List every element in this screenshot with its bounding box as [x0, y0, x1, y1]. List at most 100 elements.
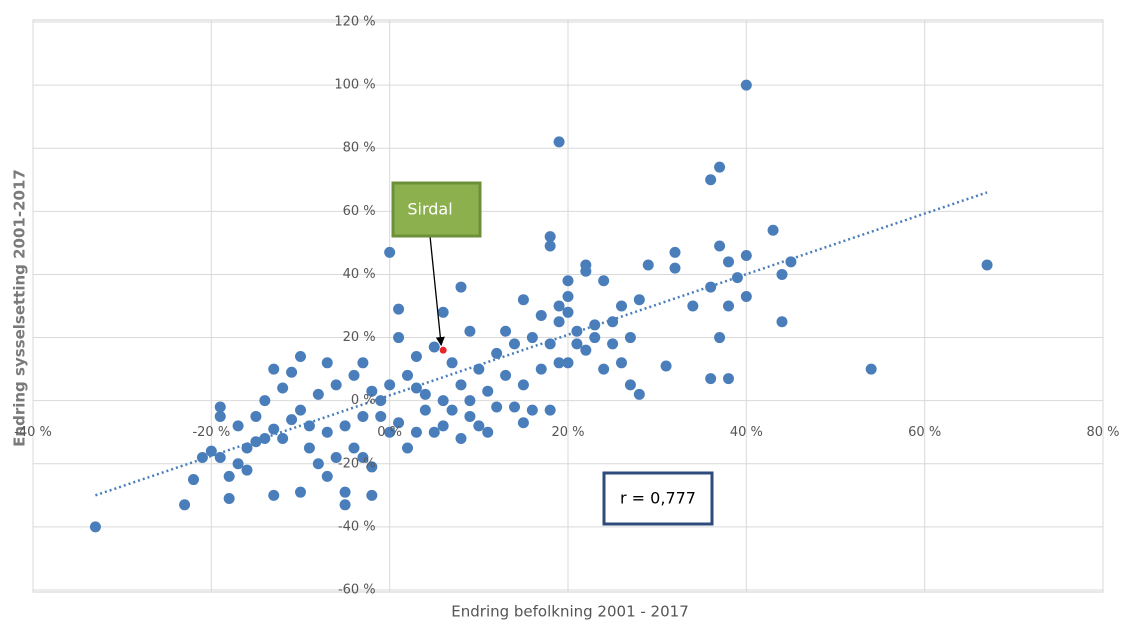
point [509, 338, 520, 350]
point [402, 442, 413, 454]
point [366, 461, 378, 473]
y-tick-label: -20 % [338, 456, 376, 471]
point [633, 294, 645, 306]
point [455, 281, 467, 293]
trendline [95, 191, 988, 497]
point [580, 265, 592, 277]
point [259, 433, 271, 445]
point [250, 410, 262, 422]
annotation-box [602, 471, 714, 526]
point [375, 410, 387, 422]
x-axis-title: Endring befolkning 2001 - 2017 [451, 603, 688, 621]
point [437, 306, 449, 318]
point [517, 294, 529, 306]
point [232, 420, 244, 432]
point [439, 346, 447, 354]
point [723, 256, 734, 268]
point [357, 410, 369, 422]
annotation-text: Sirdal [407, 200, 452, 219]
point [705, 373, 717, 385]
y-tick-label: 40 % [343, 267, 376, 282]
point [616, 357, 627, 369]
point [473, 420, 485, 432]
point [446, 357, 458, 369]
point [277, 382, 289, 394]
point [740, 250, 752, 262]
point [393, 417, 405, 429]
point [776, 316, 788, 328]
point [259, 395, 271, 407]
point [223, 492, 235, 504]
point [339, 486, 351, 498]
point [544, 231, 556, 243]
point [500, 325, 512, 337]
point [981, 259, 993, 271]
point [393, 303, 405, 315]
point [669, 246, 681, 258]
x-tick-label: 0 % [377, 425, 402, 440]
y-axis-title: Endring sysselsetting 2001-2017 [11, 169, 29, 447]
point [295, 486, 306, 498]
point [785, 256, 797, 268]
point [214, 451, 226, 463]
point [223, 470, 235, 482]
point [580, 344, 592, 356]
point [428, 426, 440, 438]
point [410, 350, 422, 362]
point [473, 363, 485, 375]
point [375, 395, 387, 407]
point [196, 451, 208, 463]
point [357, 451, 369, 463]
point [607, 316, 619, 328]
point [491, 347, 503, 359]
point [865, 363, 877, 375]
y-tick-label: -40 % [338, 519, 376, 534]
point [384, 379, 396, 391]
y-tick-label: 0 % [351, 393, 376, 408]
point [339, 499, 351, 511]
point [330, 451, 342, 463]
point [624, 332, 636, 344]
point [410, 426, 422, 438]
point [598, 363, 610, 375]
point [740, 79, 752, 91]
point [268, 489, 280, 501]
point [642, 259, 654, 271]
point [295, 404, 306, 416]
point [312, 458, 324, 470]
point [419, 388, 431, 400]
point [366, 489, 378, 501]
point [348, 442, 360, 454]
point [464, 410, 476, 422]
point [357, 357, 369, 369]
point [740, 291, 752, 303]
y-tick-label: 60 % [343, 204, 376, 219]
y-tick-label: 120 % [334, 15, 375, 30]
point [544, 404, 556, 416]
point [553, 357, 565, 369]
point [589, 319, 601, 331]
point [214, 410, 226, 422]
point [616, 300, 627, 312]
point [419, 404, 431, 416]
point [214, 401, 226, 413]
point [767, 224, 779, 236]
point [428, 341, 440, 353]
point [571, 338, 583, 350]
point [321, 470, 333, 482]
point [437, 395, 449, 407]
point [455, 379, 467, 391]
point [402, 369, 413, 381]
point [687, 300, 699, 312]
annotation-text: r = 0,777 [620, 489, 696, 508]
point [509, 401, 520, 413]
point [500, 369, 512, 381]
point [562, 306, 574, 318]
point [517, 379, 529, 391]
point [277, 433, 289, 445]
point [526, 404, 538, 416]
point [312, 388, 324, 400]
point [321, 357, 333, 369]
point [731, 272, 743, 284]
